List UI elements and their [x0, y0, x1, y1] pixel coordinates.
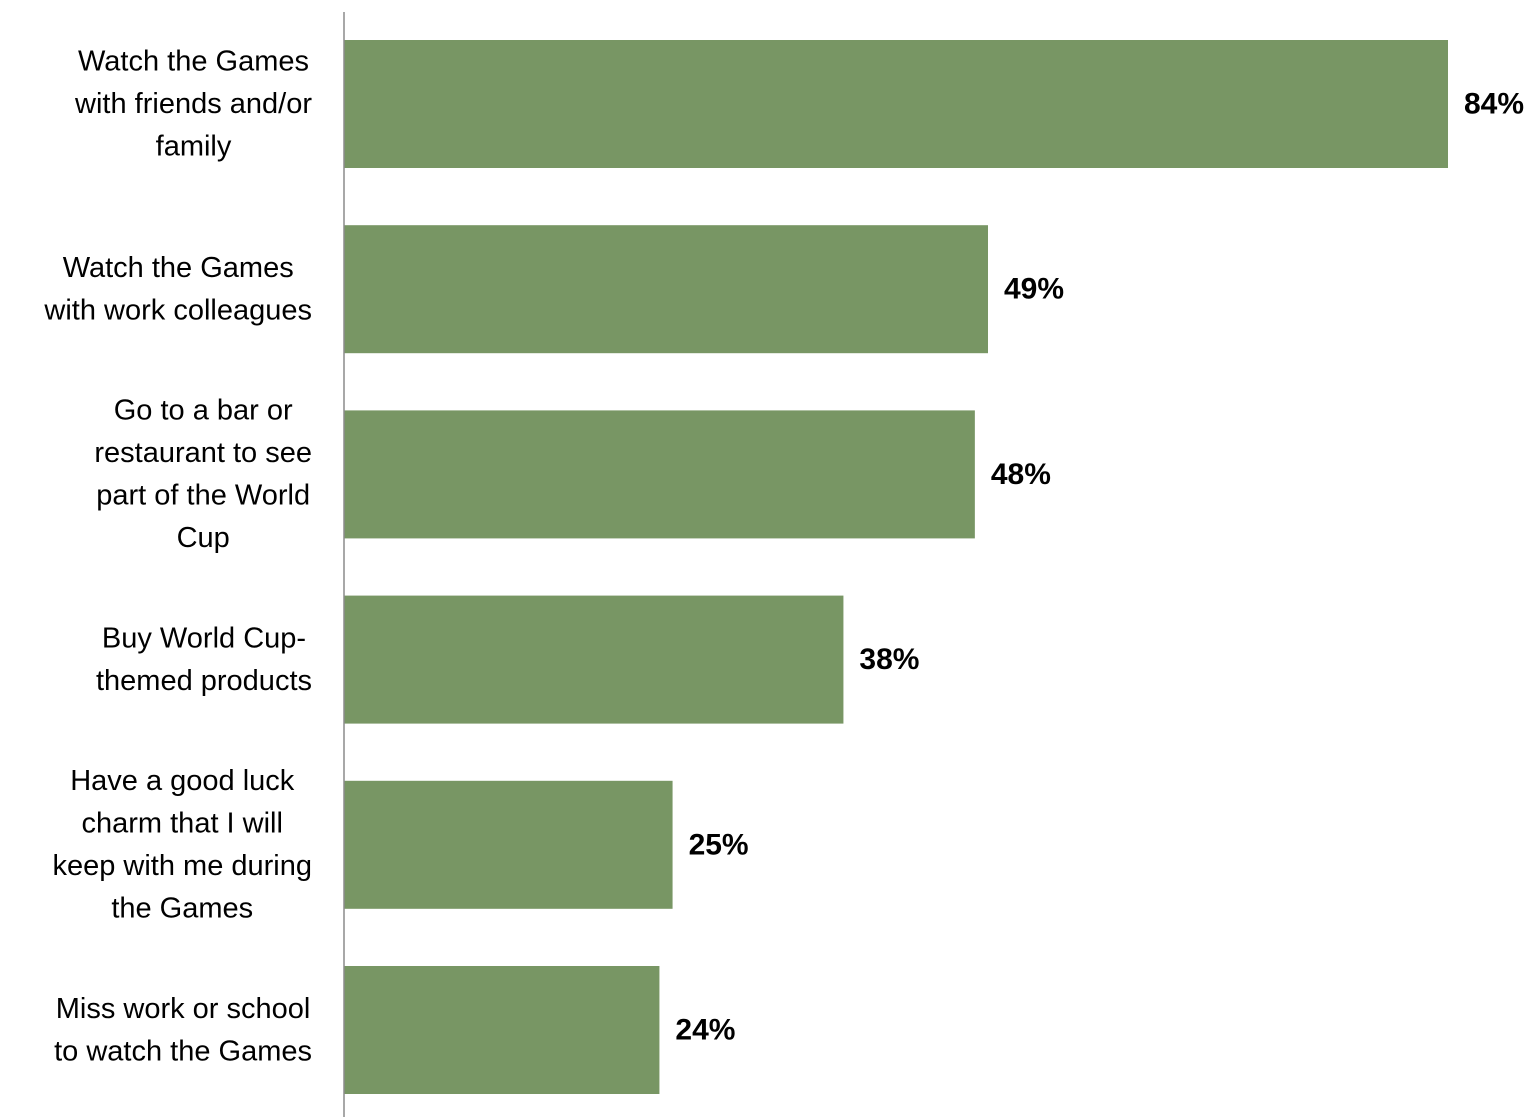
category-label-line: Cup [177, 522, 230, 554]
value-label: 49% [1004, 273, 1064, 306]
category-label-line: themed products [96, 665, 312, 697]
category-label-line: Buy World Cup- [102, 622, 306, 654]
category-label-line: Watch the Games [78, 46, 309, 78]
category-label-line: restaurant to see [94, 437, 312, 469]
value-label: 24% [675, 1014, 735, 1047]
value-label: 84% [1464, 88, 1524, 121]
bar [344, 40, 1448, 168]
value-label: 48% [991, 458, 1051, 491]
category-label-line: charm that I will [82, 808, 283, 840]
value-labels: 84% 49% 48% 38% 25% 24% [675, 88, 1524, 1047]
bar [344, 225, 988, 354]
bar [344, 595, 844, 724]
bar [344, 966, 660, 1094]
value-label: 25% [689, 828, 749, 861]
category-label-line: part of the World [96, 480, 310, 512]
category-label: Have a good luck charm that I will keep wi… [52, 765, 312, 925]
bar [344, 410, 975, 539]
category-labels: Watch the Games with friends and/or family… [43, 46, 312, 1068]
category-label-line: the Games [111, 893, 253, 925]
category-label: Watch the Games with work colleagues [43, 252, 312, 327]
bar [344, 780, 673, 909]
category-label: Miss work or school to watch the Games [54, 993, 312, 1068]
category-label-line: Go to a bar or [114, 395, 293, 427]
value-label: 38% [859, 643, 919, 676]
category-label-line: Miss work or school [56, 993, 311, 1025]
category-label-line: to watch the Games [54, 1035, 312, 1067]
bars-layer [344, 40, 1448, 1094]
category-label-line: keep with me during [52, 850, 312, 882]
category-label: Watch the Games with friends and/or family [74, 46, 312, 163]
category-label-line: Have a good luck [70, 765, 295, 797]
category-label-line: Watch the Games [63, 252, 294, 284]
category-label-line: with friends and/or [74, 88, 312, 120]
category-label: Buy World Cup-themed products [96, 622, 312, 697]
category-label-line: with work colleagues [43, 294, 312, 326]
category-label: Go to a bar or restaurant to see part of t… [94, 395, 312, 555]
category-label-line: family [156, 131, 232, 163]
